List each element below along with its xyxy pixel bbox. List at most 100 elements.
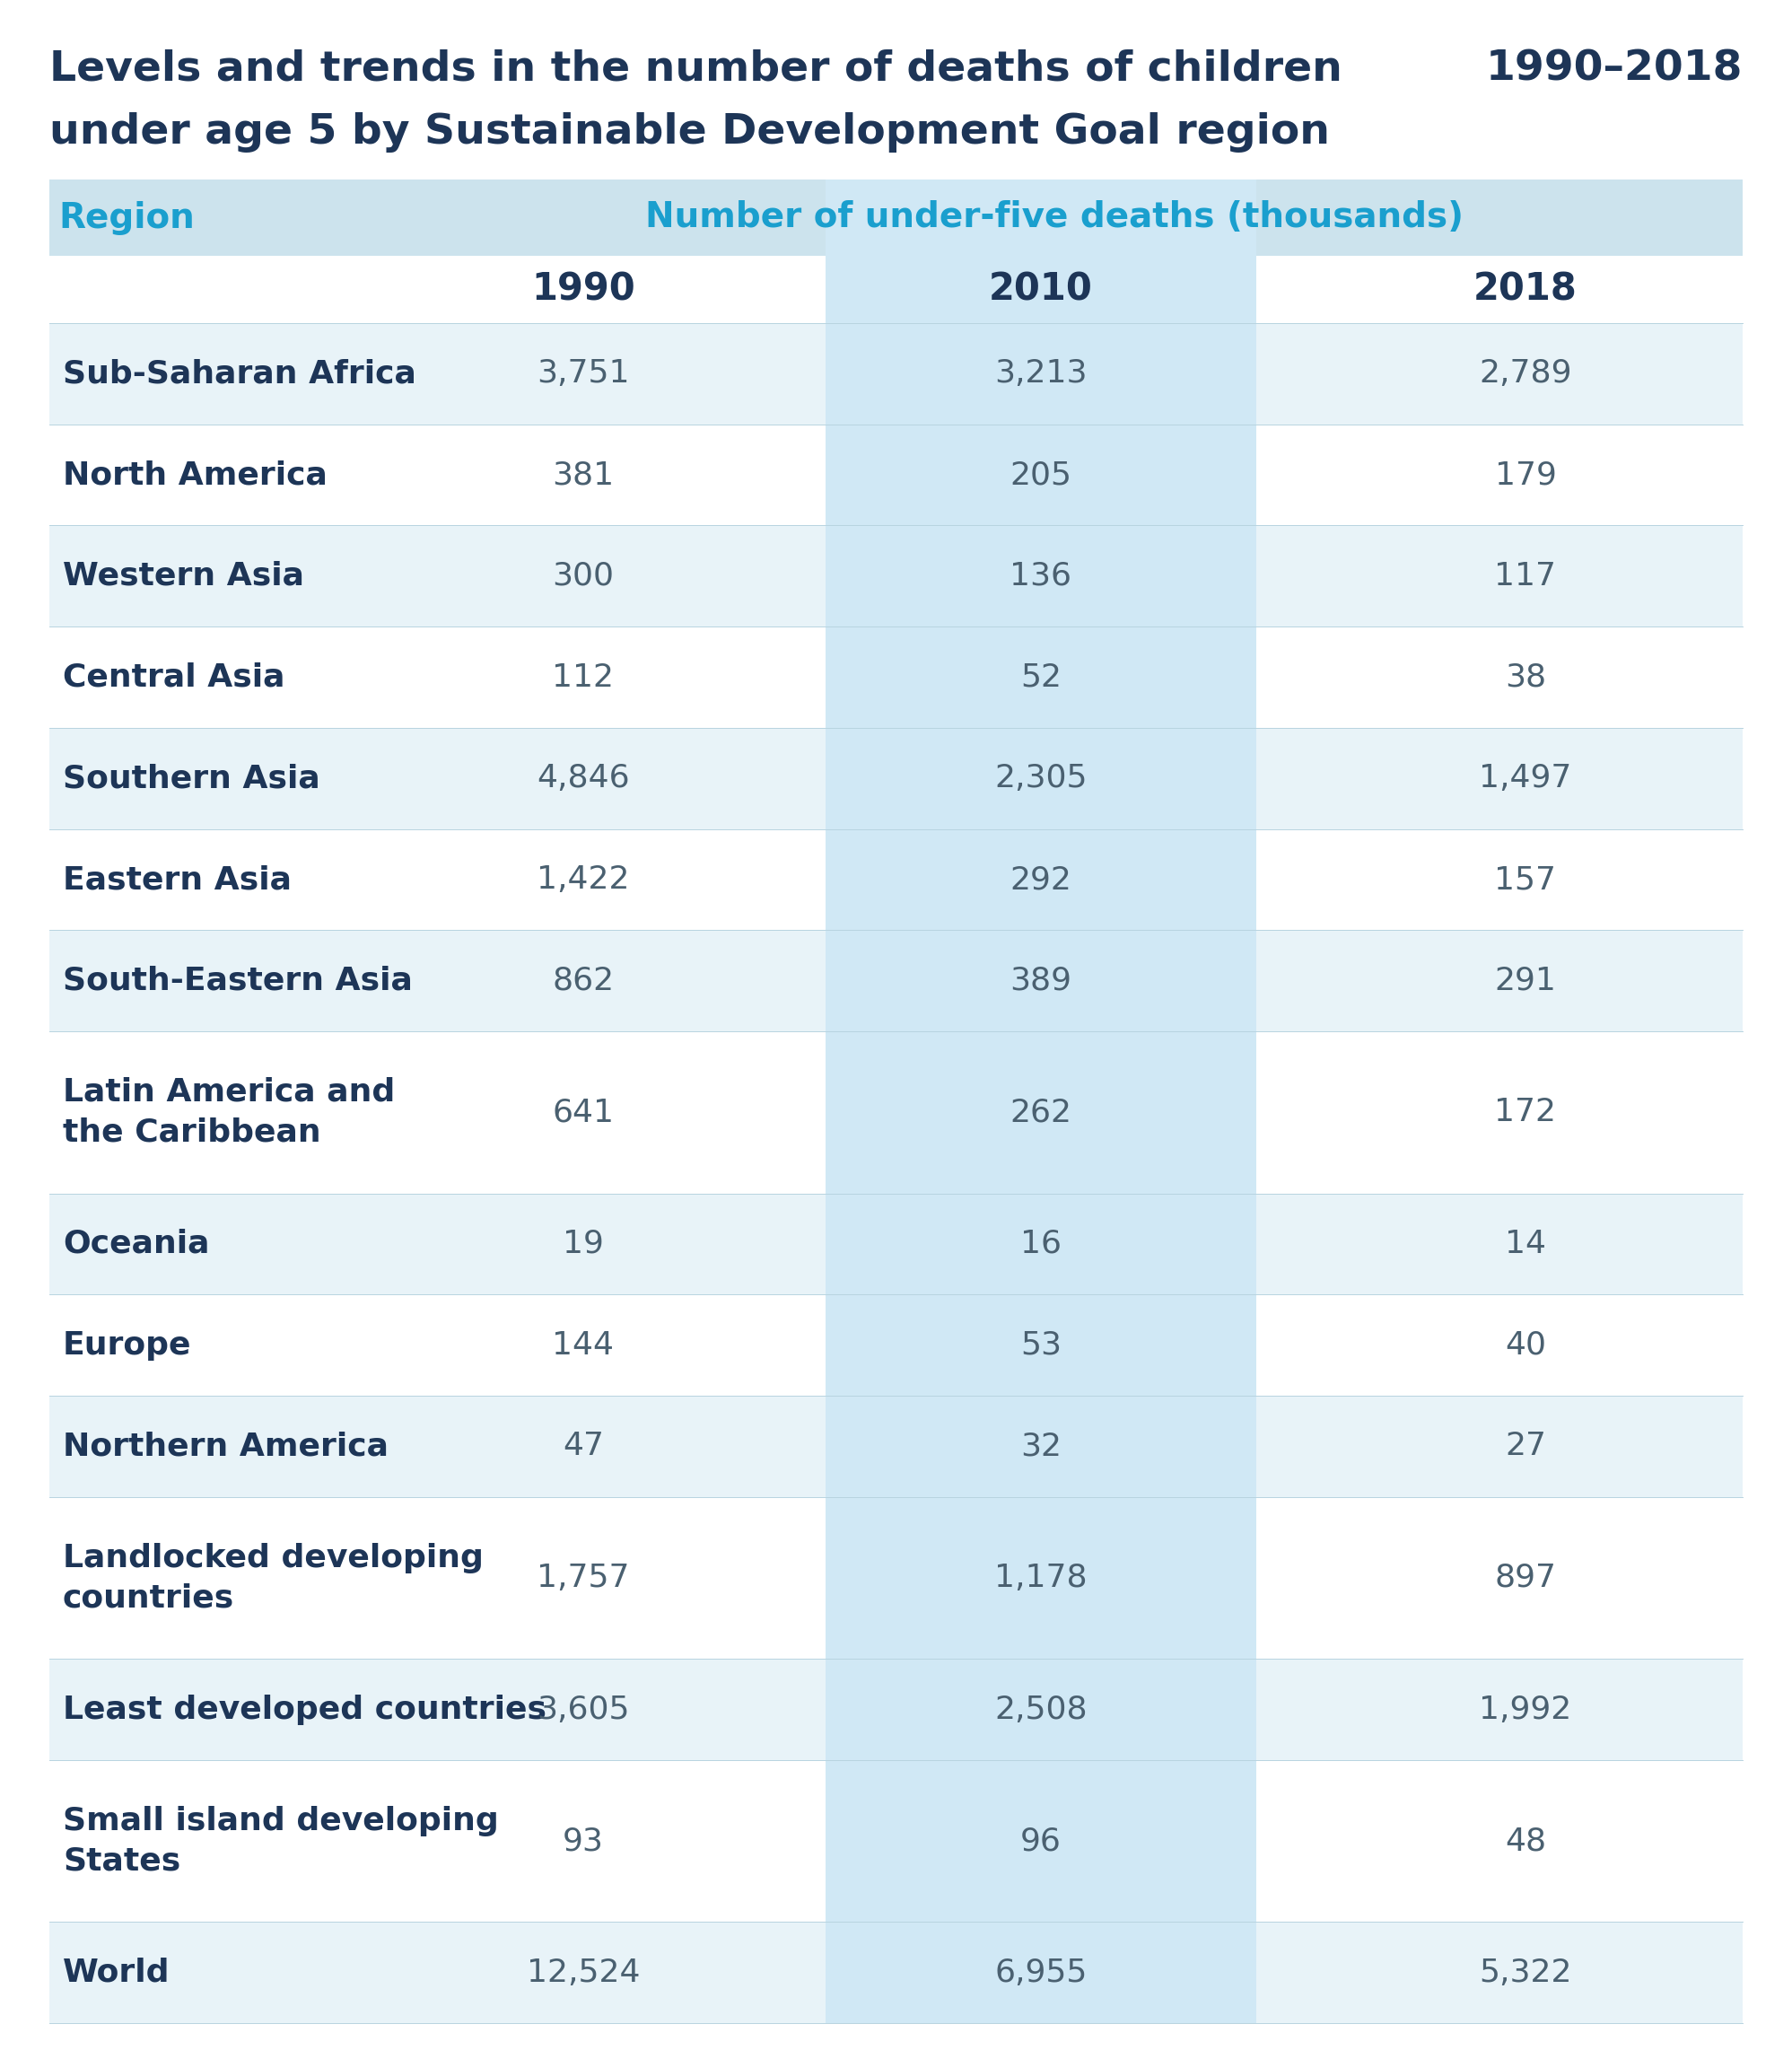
Text: 292: 292 [1011,865,1072,896]
Text: under age 5 by Sustainable Development Goal region: under age 5 by Sustainable Development G… [50,111,1330,152]
Text: 32: 32 [1020,1431,1061,1462]
Text: 1,178: 1,178 [995,1563,1088,1594]
Text: 381: 381 [552,459,615,490]
Text: 2,508: 2,508 [995,1695,1088,1725]
Bar [826,1921,1256,2024]
Bar [826,179,1256,255]
Text: 1,422: 1,422 [538,865,629,896]
Text: Southern Asia: Southern Asia [63,764,321,793]
Text: 2010: 2010 [989,270,1093,309]
Bar [50,424,1742,525]
Text: Least developed countries: Least developed countries [63,1695,547,1725]
Bar [826,1760,1256,1921]
Text: 157: 157 [1495,865,1557,896]
Text: 5,322: 5,322 [1478,1958,1572,1987]
Text: 862: 862 [552,966,615,997]
Text: 47: 47 [563,1431,604,1462]
Bar [826,323,1256,424]
Text: World: World [63,1958,170,1987]
Text: 38: 38 [1505,663,1546,692]
Bar [826,1660,1256,1760]
Text: 2,789: 2,789 [1478,358,1572,389]
Bar [50,1760,1742,1921]
Text: Latin America and
the Caribbean: Latin America and the Caribbean [63,1077,394,1147]
Bar [50,626,1742,729]
Bar [50,1295,1742,1396]
Text: 205: 205 [1011,459,1072,490]
Text: 52: 52 [1020,663,1061,692]
Bar [826,1295,1256,1396]
Bar [50,179,1742,255]
Bar [826,1032,1256,1194]
Bar [826,830,1256,931]
Text: Sub-Saharan Africa: Sub-Saharan Africa [63,358,416,389]
Text: Landlocked developing
countries: Landlocked developing countries [63,1542,484,1614]
Text: 1,497: 1,497 [1478,764,1572,793]
Text: 14: 14 [1505,1229,1546,1260]
Bar [50,1396,1742,1497]
Bar [826,525,1256,626]
Text: 96: 96 [1020,1826,1061,1857]
Bar [50,1497,1742,1660]
Text: 389: 389 [1011,966,1072,997]
Text: 136: 136 [1011,560,1072,591]
Text: 262: 262 [1011,1097,1072,1128]
Text: 117: 117 [1495,560,1557,591]
Bar [50,323,1742,424]
Text: 12,524: 12,524 [527,1958,640,1987]
Bar [826,931,1256,1032]
Bar [50,525,1742,626]
Bar [50,729,1742,830]
Text: 27: 27 [1505,1431,1546,1462]
Bar [826,424,1256,525]
Bar [50,1194,1742,1295]
Text: 1,757: 1,757 [538,1563,629,1594]
Bar [826,1396,1256,1497]
Text: 1,992: 1,992 [1478,1695,1572,1725]
Text: Number of under-five deaths (thousands): Number of under-five deaths (thousands) [645,200,1464,235]
Text: Region: Region [59,200,195,235]
Text: 1990: 1990 [532,270,634,309]
Text: Central Asia: Central Asia [63,663,285,692]
Text: 93: 93 [563,1826,604,1857]
Bar [826,1194,1256,1295]
Text: Western Asia: Western Asia [63,560,305,591]
Text: 2,305: 2,305 [995,764,1088,793]
Text: 641: 641 [552,1097,615,1128]
Text: Levels and trends in the number of deaths of children: Levels and trends in the number of death… [50,49,1342,91]
Text: 3,605: 3,605 [538,1695,629,1725]
Bar [826,255,1256,323]
Text: 16: 16 [1020,1229,1061,1260]
Bar [50,931,1742,1032]
Text: 4,846: 4,846 [538,764,629,793]
Text: 53: 53 [1020,1330,1061,1361]
Text: 48: 48 [1505,1826,1546,1857]
Text: Eastern Asia: Eastern Asia [63,865,292,896]
Text: Oceania: Oceania [63,1229,210,1260]
Text: Small island developing
States: Small island developing States [63,1806,498,1876]
Bar [826,1497,1256,1660]
Text: 291: 291 [1495,966,1557,997]
Text: North America: North America [63,459,328,490]
Text: 19: 19 [563,1229,604,1260]
Text: 112: 112 [552,663,615,692]
Bar [826,729,1256,830]
Text: 3,751: 3,751 [538,358,629,389]
Text: South-Eastern Asia: South-Eastern Asia [63,966,412,997]
Text: 6,955: 6,955 [995,1958,1088,1987]
Text: 2018: 2018 [1473,270,1577,309]
Bar [50,1660,1742,1760]
Bar [50,1921,1742,2024]
Text: Northern America: Northern America [63,1431,389,1462]
Text: 172: 172 [1495,1097,1557,1128]
Bar [50,830,1742,931]
Text: Europe: Europe [63,1330,192,1361]
Text: 3,213: 3,213 [995,358,1088,389]
Text: 40: 40 [1505,1330,1546,1361]
Bar [826,626,1256,729]
Text: 1990–2018: 1990–2018 [1486,49,1742,91]
Text: 179: 179 [1495,459,1557,490]
Text: 897: 897 [1495,1563,1557,1594]
Bar [50,1032,1742,1194]
Text: 144: 144 [552,1330,615,1361]
